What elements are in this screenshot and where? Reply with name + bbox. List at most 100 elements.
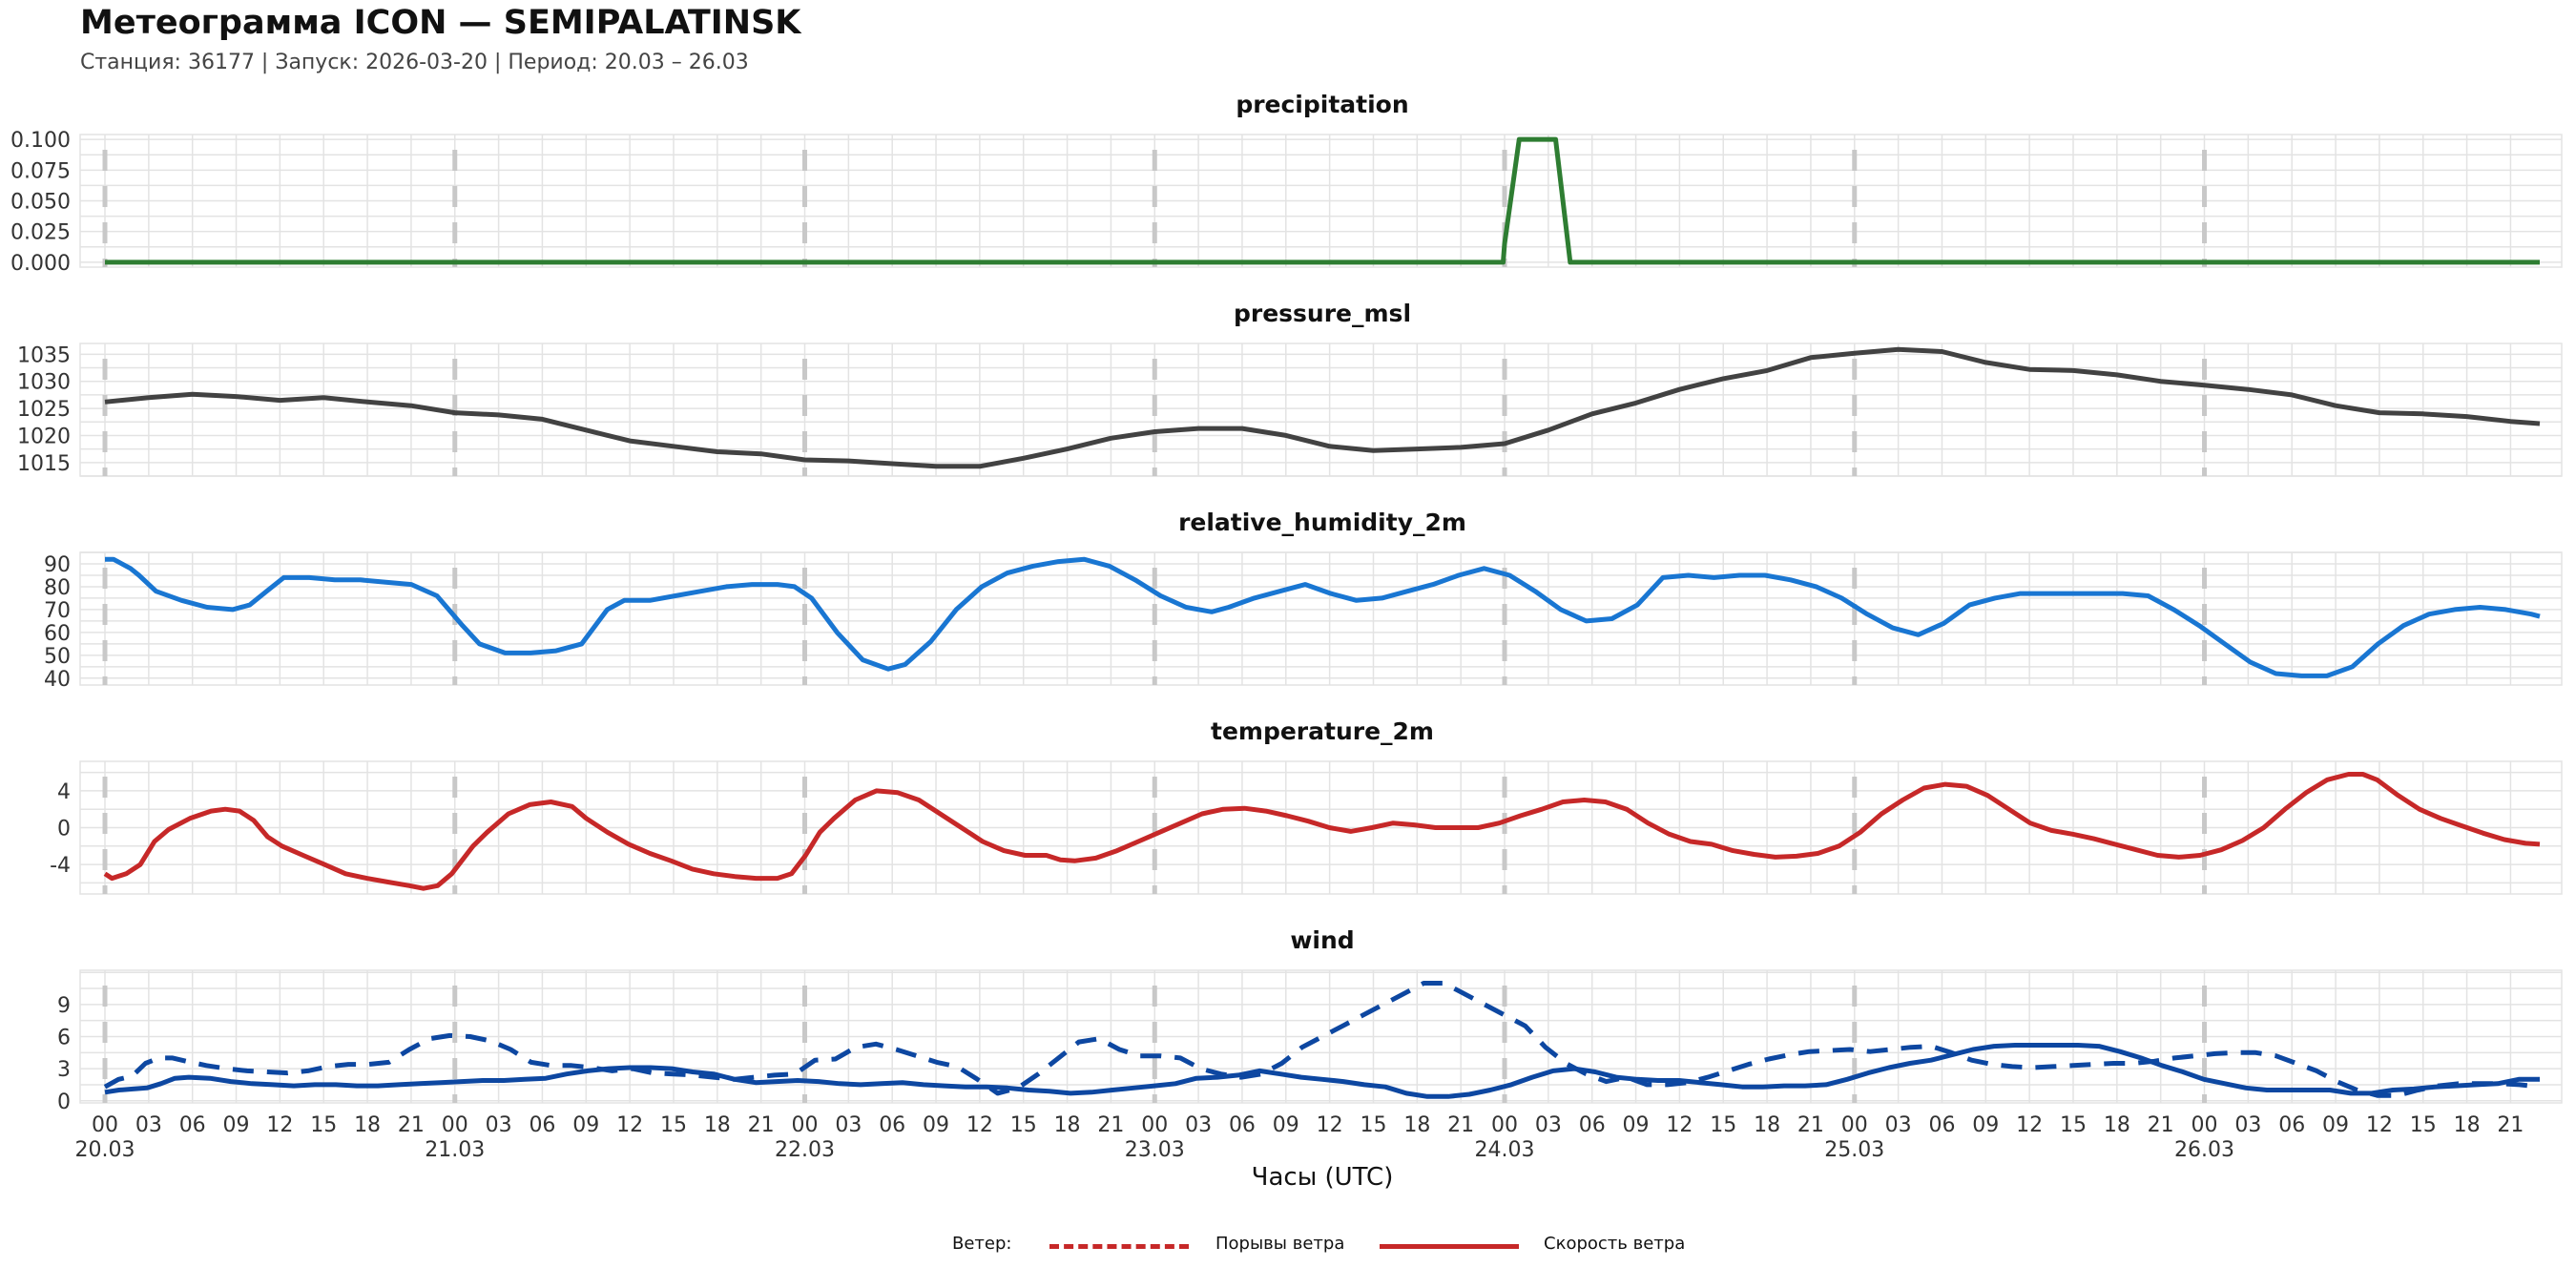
x-tick-label: 15 — [660, 1113, 687, 1137]
x-tick-label: 00 — [2192, 1113, 2218, 1137]
x-tick-label: 00 — [442, 1113, 468, 1137]
x-tick-label: 00 — [1841, 1113, 1868, 1137]
x-tick-label: 09 — [1273, 1113, 1299, 1137]
x-day-label: 25.03 — [1824, 1138, 1884, 1162]
x-tick-label: 12 — [2016, 1113, 2043, 1137]
x-tick-label: 18 — [354, 1113, 381, 1137]
y-tick-label: 0.100 — [10, 129, 71, 153]
panel-frame — [79, 343, 2563, 477]
x-tick-label: 21 — [1797, 1113, 1824, 1137]
y-tick-label: 0.000 — [10, 252, 71, 276]
x-tick-label: 06 — [1579, 1113, 1606, 1137]
x-tick-label: 06 — [879, 1113, 905, 1137]
x-tick-label: 06 — [529, 1113, 555, 1137]
y-tick-label: 0 — [57, 818, 71, 841]
y-tick-label: 80 — [44, 576, 71, 600]
x-tick-label: 03 — [835, 1113, 862, 1137]
y-tick-label: 1030 — [17, 371, 71, 395]
y-tick-label: 1025 — [17, 398, 71, 422]
panel-title: relative_humidity_2m — [1178, 509, 1466, 536]
y-tick-label: 0 — [57, 1091, 71, 1114]
x-tick-label: 15 — [310, 1113, 337, 1137]
x-axis-title: Часы (UTC) — [1252, 1163, 1394, 1192]
x-day-label: 22.03 — [775, 1138, 835, 1162]
y-tick-label: 9 — [57, 994, 71, 1018]
x-tick-label: 15 — [2410, 1113, 2437, 1137]
x-tick-label: 03 — [486, 1113, 512, 1137]
x-tick-label: 12 — [616, 1113, 643, 1137]
x-tick-label: 06 — [1928, 1113, 1955, 1137]
legend-gusts-label: Порывы ветра — [1215, 1234, 1345, 1254]
x-tick-label: 12 — [1317, 1113, 1343, 1137]
panel-title: pressure_msl — [1234, 300, 1411, 327]
x-tick-label: 21 — [2148, 1113, 2174, 1137]
x-tick-label: 18 — [1054, 1113, 1081, 1137]
x-tick-label: 03 — [135, 1113, 162, 1137]
x-tick-label: 18 — [1403, 1113, 1430, 1137]
x-tick-label: 18 — [2454, 1113, 2481, 1137]
legend-speed-label: Скорость ветра — [1544, 1234, 1686, 1254]
x-tick-label: 09 — [2322, 1113, 2349, 1137]
series-line — [104, 346, 2541, 469]
x-tick-label: 09 — [572, 1113, 599, 1137]
panel-title: precipitation — [1236, 91, 1408, 118]
x-tick-label: 00 — [1491, 1113, 1518, 1137]
y-tick-label: 50 — [44, 645, 71, 669]
x-tick-label: 09 — [1623, 1113, 1650, 1137]
x-day-label: 24.03 — [1475, 1138, 1535, 1162]
chart-subtitle: Станция: 36177 | Запуск: 2026-03-20 | Пе… — [80, 51, 749, 74]
y-tick-label: -4 — [50, 854, 71, 878]
y-tick-label: 0.025 — [10, 221, 71, 245]
x-tick-label: 03 — [1185, 1113, 1212, 1137]
x-tick-label: 12 — [1666, 1113, 1693, 1137]
y-tick-label: 40 — [44, 668, 71, 692]
series-line — [103, 772, 2541, 891]
x-tick-label: 18 — [704, 1113, 731, 1137]
y-tick-label: 1020 — [17, 425, 71, 448]
x-day-label: 26.03 — [2174, 1138, 2234, 1162]
x-tick-label: 03 — [2234, 1113, 2261, 1137]
x-day-label: 23.03 — [1125, 1138, 1185, 1162]
y-tick-label: 3 — [57, 1058, 71, 1082]
x-tick-label: 03 — [1535, 1113, 1562, 1137]
x-tick-label: 21 — [2497, 1113, 2524, 1137]
x-tick-label: 09 — [223, 1113, 250, 1137]
panel-title: wind — [1290, 926, 1354, 954]
series-line — [103, 981, 2541, 1098]
x-tick-label: 12 — [2366, 1113, 2393, 1137]
y-tick-label: 1015 — [17, 452, 71, 476]
x-tick-label: 12 — [266, 1113, 293, 1137]
x-tick-label: 06 — [2278, 1113, 2305, 1137]
y-tick-label: 1035 — [17, 343, 71, 367]
x-tick-label: 18 — [1754, 1113, 1780, 1137]
chart-title: Метеограмма ICON — SEMIPALATINSK — [80, 4, 801, 42]
y-tick-label: 70 — [44, 599, 71, 623]
y-tick-label: 60 — [44, 622, 71, 646]
x-tick-label: 09 — [923, 1113, 949, 1137]
series-line — [105, 556, 2541, 678]
x-tick-label: 15 — [1360, 1113, 1386, 1137]
x-tick-label: 21 — [1097, 1113, 1124, 1137]
y-tick-label: 4 — [57, 780, 71, 804]
x-tick-label: 15 — [1010, 1113, 1037, 1137]
y-tick-label: 6 — [57, 1027, 71, 1050]
legend-gusts-line — [1049, 1244, 1189, 1249]
x-tick-label: 00 — [792, 1113, 819, 1137]
x-day-label: 20.03 — [75, 1138, 135, 1162]
legend: Ветер: Порывы ветра Скорость ветра — [0, 1231, 2576, 1259]
x-tick-label: 06 — [179, 1113, 206, 1137]
y-tick-label: 0.075 — [10, 159, 71, 183]
x-tick-label: 15 — [2060, 1113, 2087, 1137]
x-tick-label: 21 — [748, 1113, 775, 1137]
x-tick-label: 12 — [966, 1113, 993, 1137]
legend-title: Ветер: — [952, 1234, 1012, 1254]
x-tick-label: 09 — [1972, 1113, 1999, 1137]
series-line — [105, 136, 2540, 265]
x-day-label: 21.03 — [425, 1138, 485, 1162]
legend-speed-line — [1380, 1244, 1519, 1249]
series-line — [104, 1043, 2540, 1099]
x-tick-label: 15 — [1710, 1113, 1736, 1137]
x-tick-label: 06 — [1229, 1113, 1256, 1137]
y-tick-label: 90 — [44, 553, 71, 577]
